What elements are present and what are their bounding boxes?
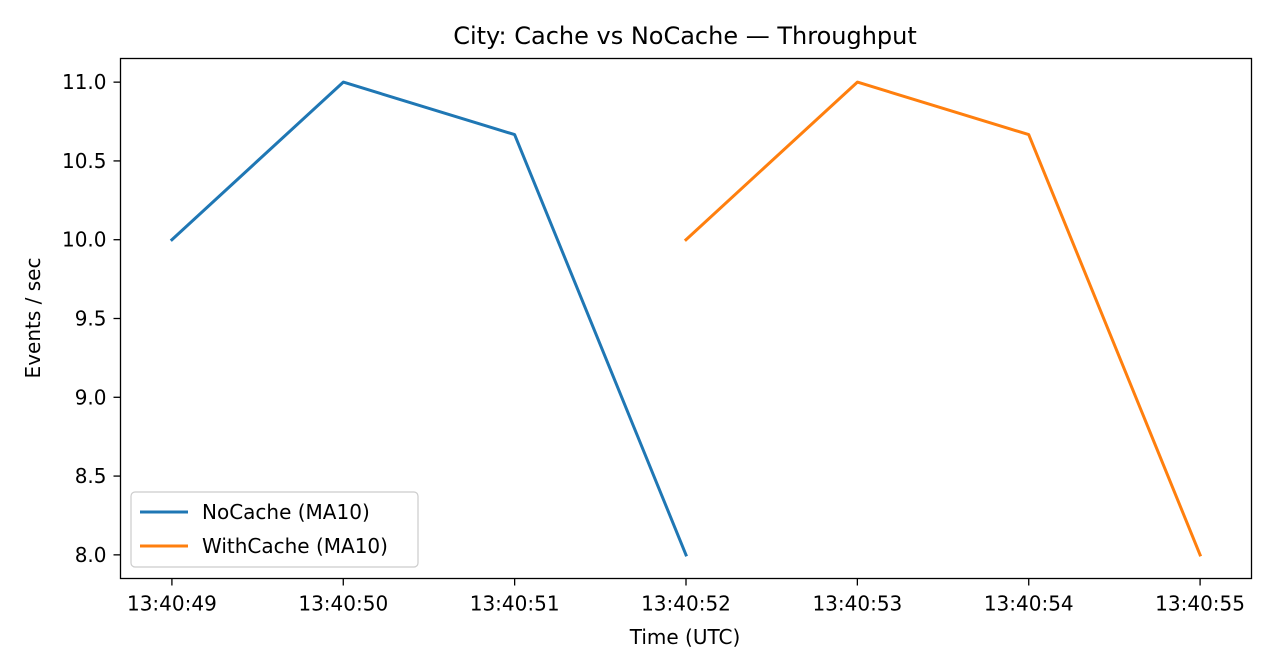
y-axis: 8.0 8.5 9.0 9.5 10.0 10.5 11.0	[62, 70, 121, 567]
y-tick-label: 11.0	[62, 70, 107, 94]
y-tick-label: 10.0	[62, 228, 107, 252]
y-tick-label: 9.5	[75, 307, 107, 331]
chart-title: City: Cache vs NoCache — Throughput	[453, 22, 917, 50]
x-tick-label: 13:40:52	[641, 592, 731, 616]
y-axis-label: Events / sec	[21, 258, 45, 379]
x-tick-label: 13:40:51	[470, 592, 560, 616]
y-tick-label: 9.0	[75, 385, 107, 409]
y-tick-label: 8.0	[75, 543, 107, 567]
series-line-1	[683, 80, 1203, 557]
series-line-0	[169, 80, 688, 557]
x-axis-label: Time (UTC)	[629, 625, 741, 649]
legend-label-withcache: WithCache (MA10)	[202, 534, 388, 558]
x-tick-label: 13:40:55	[1155, 592, 1245, 616]
plot-area	[169, 80, 1203, 557]
x-tick-label: 13:40:54	[984, 592, 1074, 616]
y-tick-label: 8.5	[75, 464, 107, 488]
x-tick-label: 13:40:49	[127, 592, 217, 616]
x-tick-label: 13:40:50	[298, 592, 388, 616]
y-tick-label: 10.5	[62, 149, 107, 173]
x-tick-label: 13:40:53	[812, 592, 902, 616]
legend-label-nocache: NoCache (MA10)	[202, 500, 370, 524]
x-axis: 13:40:49 13:40:50 13:40:51 13:40:52 13:40:53…	[127, 578, 1245, 616]
legend: NoCache (MA10) WithCache (MA10)	[130, 491, 419, 568]
legend-box	[130, 491, 419, 568]
